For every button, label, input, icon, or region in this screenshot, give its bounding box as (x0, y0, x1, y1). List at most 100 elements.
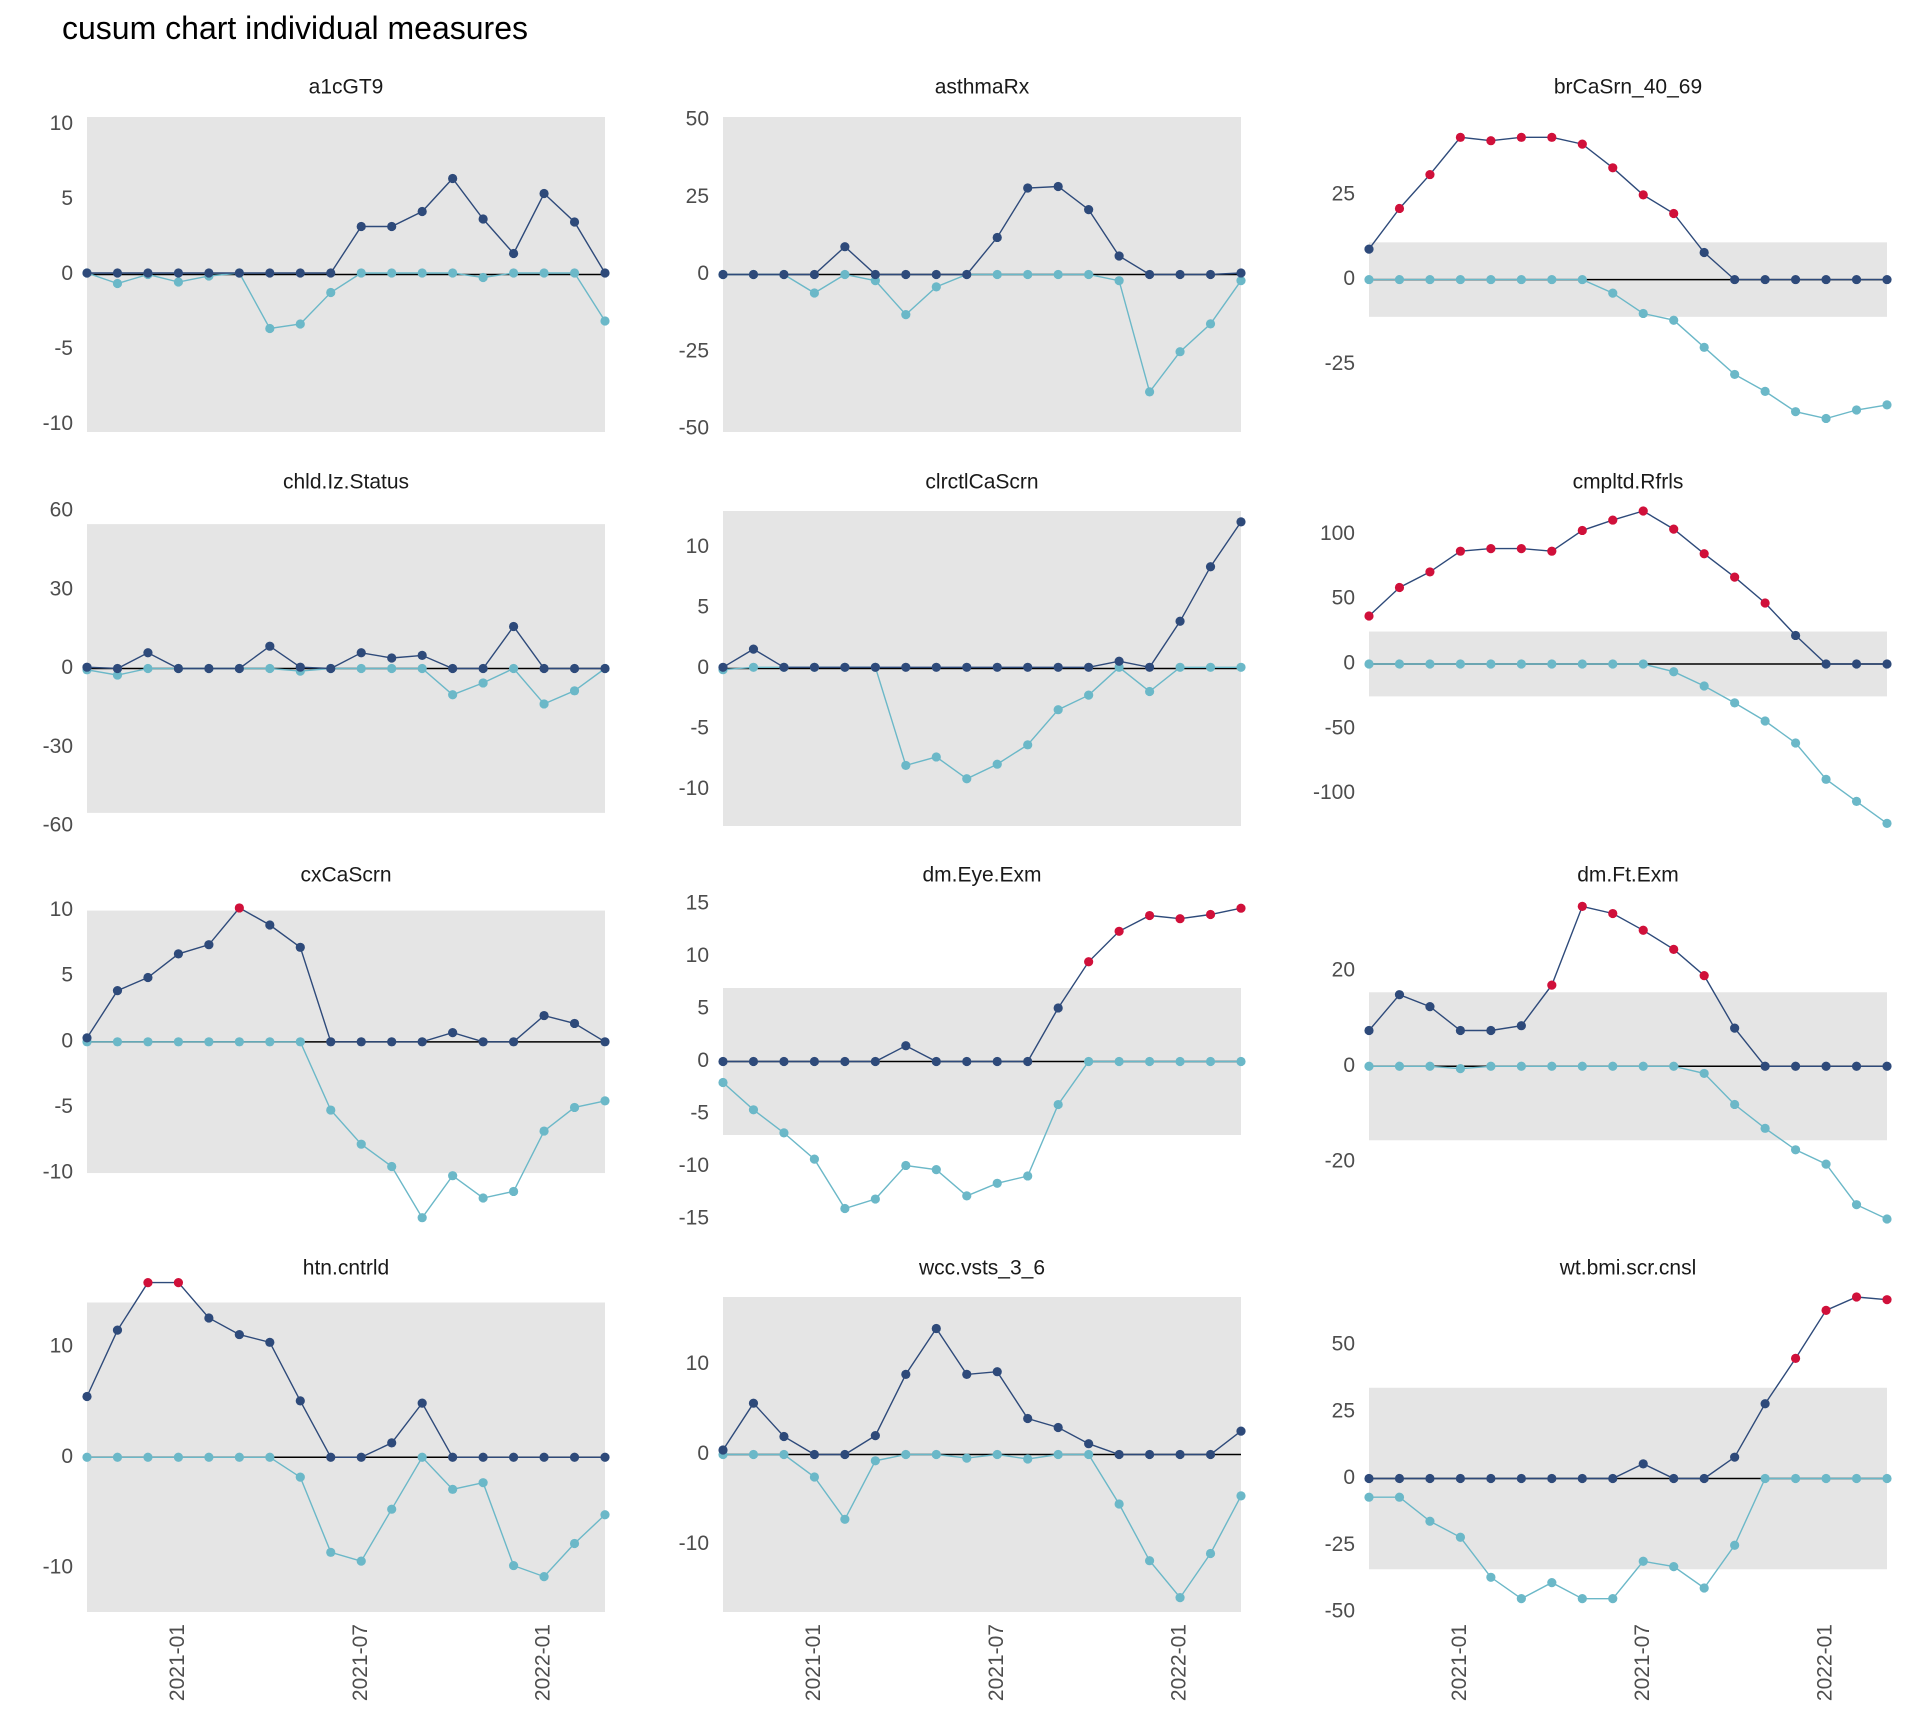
y-tick-label: -20 (1325, 1149, 1355, 1172)
panel-title: brCaSrn_40_69 (1554, 76, 1702, 99)
upper-cusum-line (1369, 1296, 1888, 1480)
upper-cusum-point (1669, 1473, 1679, 1484)
upper-cusum-point (809, 269, 820, 280)
lower-cusum-point (569, 1102, 580, 1113)
lower-cusum-point (870, 1194, 880, 1204)
lower-cusum-point (1821, 1159, 1831, 1169)
y-tick-label: -5 (690, 1102, 709, 1125)
upper-cusum-point (1144, 269, 1155, 280)
lower-cusum-point (1821, 1473, 1831, 1484)
y-tick-label: 50 (1332, 1333, 1355, 1356)
y-tick-label: 25 (1332, 182, 1355, 205)
signal-point (1608, 908, 1618, 919)
upper-cusum-point (1851, 659, 1862, 669)
upper-cusum-point (265, 268, 275, 278)
upper-cusum-point (600, 663, 610, 674)
y-tick-label: 0 (1343, 1466, 1355, 1489)
lower-cusum-point (1638, 659, 1648, 669)
lower-cusum-point (962, 774, 972, 784)
lower-cusum-point (143, 663, 153, 674)
lower-cusum-point (779, 1128, 789, 1138)
x-tick-label: 2022-01 (532, 1624, 555, 1701)
upper-cusum-point (870, 1431, 880, 1441)
y-tick-label: 0 (697, 1049, 709, 1072)
upper-cusum-point (840, 1056, 850, 1067)
upper-cusum-point (1205, 562, 1216, 572)
lower-cusum-point (1144, 686, 1155, 697)
lower-cusum-point (356, 268, 366, 278)
lower-cusum-point (1577, 274, 1587, 285)
lower-cusum-point (1486, 1572, 1496, 1582)
upper-cusum-point (992, 232, 1002, 243)
x-tick-label: 2021-07 (985, 1624, 1008, 1701)
upper-cusum-point (112, 986, 123, 996)
y-tick-label: -15 (679, 1207, 709, 1230)
lower-cusum-point (265, 323, 275, 334)
upper-cusum-point (931, 1056, 941, 1067)
lower-cusum-point (1084, 690, 1094, 700)
upper-cusum-point (295, 268, 305, 278)
upper-cusum-point (1790, 630, 1801, 641)
y-tick-label: -5 (690, 717, 709, 740)
upper-cusum-point (870, 1056, 880, 1067)
upper-cusum-point (1486, 1025, 1496, 1036)
upper-cusum-point (1023, 183, 1033, 193)
lower-cusum-point (718, 1077, 728, 1088)
lower-cusum-point (840, 269, 850, 280)
lower-cusum-point (1882, 400, 1892, 410)
lower-cusum-point (1699, 681, 1709, 691)
upper-cusum-point (204, 940, 214, 950)
x-tick-label: 2021-01 (802, 1624, 825, 1701)
upper-cusum-point (1364, 1473, 1374, 1484)
upper-cusum-point (112, 663, 123, 674)
upper-cusum-point (356, 648, 366, 658)
y-tick-label: 60 (50, 499, 73, 522)
lower-cusum-point (1084, 1056, 1094, 1067)
lower-cusum-line (1369, 1065, 1888, 1220)
lower-cusum-point (82, 1452, 92, 1462)
lower-cusum-line (86, 667, 606, 705)
lower-cusum-point (931, 282, 941, 292)
lower-cusum-point (1364, 1061, 1374, 1071)
y-tick-label: -30 (43, 735, 73, 758)
lower-cusum-point (112, 1037, 123, 1047)
upper-cusum-point (1821, 1061, 1831, 1071)
lower-cusum-line (1369, 663, 1888, 824)
lower-cusum-point (387, 1161, 397, 1172)
y-tick-label: 10 (686, 535, 709, 558)
panel-title: cxCaScrn (300, 864, 391, 887)
x-tick-label: 2021-07 (349, 1624, 372, 1701)
upper-cusum-point (1084, 1439, 1094, 1449)
upper-cusum-point (478, 1037, 488, 1047)
signal-point (1608, 515, 1618, 525)
signal-point (1486, 543, 1496, 554)
upper-cusum-line (722, 1327, 1242, 1456)
upper-cusum-point (1486, 1473, 1496, 1484)
lower-cusum-point (448, 1484, 458, 1494)
upper-cusum-point (1699, 247, 1709, 258)
lower-cusum-point (1730, 1099, 1740, 1110)
y-tick-label: 25 (686, 185, 709, 208)
upper-cusum-point (82, 1033, 92, 1043)
lower-cusum-point (417, 1213, 427, 1223)
upper-cusum-point (931, 1323, 941, 1334)
upper-cusum-line (1368, 136, 1887, 281)
lower-cusum-point (265, 1452, 275, 1462)
upper-cusum-point (840, 1449, 850, 1460)
panel-dm.Eye.Exm: dm.Eye.Exm 15 10 5 0 -5 -10 -15 (679, 864, 1246, 1230)
lower-cusum-point (870, 1456, 880, 1466)
upper-cusum-point (326, 1037, 336, 1047)
lower-cusum-point (326, 1105, 336, 1115)
upper-cusum-line (86, 1281, 605, 1459)
lower-cusum-point (1669, 1562, 1679, 1572)
signal-point (1851, 1292, 1862, 1302)
upper-cusum-point (265, 641, 275, 651)
signal-point (173, 1278, 184, 1288)
lower-cusum-point (508, 1560, 519, 1571)
lower-cusum-point (508, 663, 519, 674)
lower-cusum-point (1425, 659, 1435, 669)
lower-cusum-point (1669, 315, 1679, 325)
upper-cusum-point (508, 248, 519, 259)
upper-cusum-point (448, 1452, 458, 1462)
upper-cusum-point (1760, 1399, 1770, 1409)
